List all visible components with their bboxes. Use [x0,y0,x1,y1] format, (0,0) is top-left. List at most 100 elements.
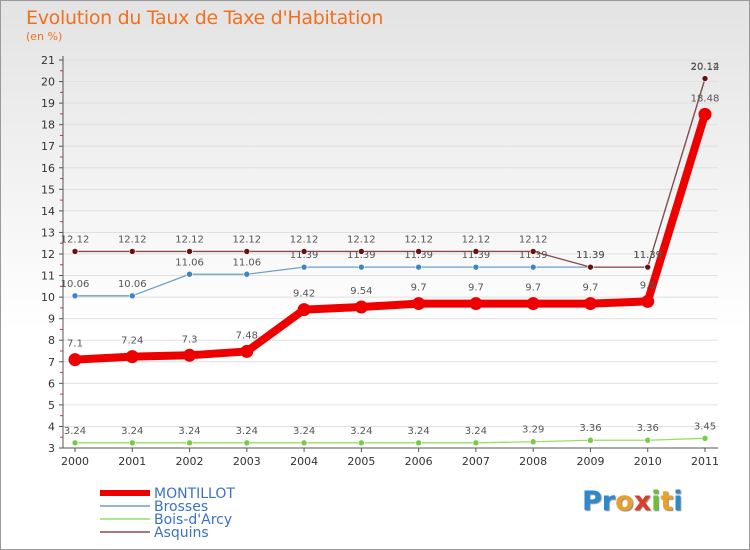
series-lines [68,75,712,447]
data-label-montillot: 9.7 [583,283,599,294]
data-label-montillot: 9.54 [350,286,372,297]
data-point-asquins [300,248,308,255]
data-label-asquins: 12.12 [118,234,147,245]
data-label-asquins: 12.12 [519,234,548,245]
data-label-montillot: 9.7 [411,283,427,294]
x-tick-label: 2004 [290,455,318,468]
data-label-asquins: 12.12 [61,234,90,245]
y-tick-label: 9 [48,313,55,326]
data-label-asquins: 12.12 [462,234,491,245]
data-point-bois-d-arcy [415,439,422,447]
logo-letter: t [660,486,674,517]
data-label-bois-d-arcy: 3.24 [293,426,315,437]
x-tick-label: 2008 [519,455,547,468]
data-label-bois-d-arcy: 3.29 [522,425,544,436]
data-label-bois-d-arcy: 3.24 [121,426,143,437]
data-label-montillot: 9.7 [468,283,484,294]
data-point-montillot [526,297,540,311]
data-labels: 7.1 7.24 7.3 7.48 9.42 9.54 9.7 9.7 9.7 9.7 9.8 18.… [61,62,720,437]
logo-letter: o [615,486,634,517]
axes: 3 4 5 6 7 8 9 10 11 12 13 14 15 16 17 18 19 20 21 2000 2001 2… [41,54,719,468]
data-point-bois-d-arcy [300,439,308,447]
data-label-asquins: 11.39 [576,250,605,261]
y-tick-label: 14 [41,205,55,218]
data-label-brosses: 11.39 [633,250,662,261]
series-line-asquins [74,77,706,268]
x-tick-label: 2002 [176,455,204,468]
data-label-bois-d-arcy: 3.36 [579,423,601,434]
logo-letter: i [651,486,661,517]
data-point-bois-d-arcy [472,439,480,447]
data-label-montillot: 18.48 [691,93,720,104]
y-tick-label: 21 [41,54,55,67]
data-label-brosses: 20.12 [691,62,720,73]
data-label-bois-d-arcy: 3.36 [637,423,659,434]
y-tick-label: 15 [41,183,55,196]
data-point-brosses [529,263,537,271]
data-label-asquins: 12.12 [175,234,204,245]
data-label-montillot: 7.48 [236,330,258,341]
y-tick-label: 19 [41,97,55,110]
data-point-montillot [68,353,82,367]
data-point-montillot [297,303,311,317]
data-point-montillot [183,348,197,362]
data-point-montillot [583,297,597,311]
x-tick-label: 2000 [61,455,89,468]
y-tick-label: 12 [41,248,55,261]
data-point-brosses [128,292,136,300]
logo-letter: x [633,486,652,517]
x-tick-label: 2006 [405,455,433,468]
y-tick-label: 4 [48,420,55,433]
data-point-bois-d-arcy [358,439,365,447]
data-point-montillot [240,344,254,358]
data-point-brosses [186,270,193,278]
data-label-asquins: 12.12 [290,234,319,245]
data-point-bois-d-arcy [701,434,709,442]
data-point-asquins [243,248,251,255]
data-label-montillot: 9.42 [293,289,315,300]
data-label-bois-d-arcy: 3.24 [350,426,372,437]
data-label-brosses: 11.39 [347,250,376,261]
logo-letter: r [601,486,616,517]
data-point-bois-d-arcy [529,438,537,446]
proxiti-logo: Proxiti [582,486,683,517]
data-point-bois-d-arcy [587,436,594,444]
y-tick-label: 18 [41,119,55,132]
data-point-brosses [300,263,308,271]
data-label-bois-d-arcy: 3.24 [64,426,86,437]
x-tick-label: 2003 [233,455,261,468]
data-point-brosses [472,263,480,271]
y-tick-label: 6 [48,377,55,390]
data-point-bois-d-arcy [71,439,79,447]
x-tick-label: 2007 [462,455,490,468]
x-tick-label: 2010 [634,455,662,468]
legend-label-asquins: Asquins [154,525,209,541]
grid [63,59,718,449]
data-label-bois-d-arcy: 3.24 [465,426,487,437]
data-label-brosses: 11.06 [232,257,261,268]
data-point-asquins [186,248,193,255]
data-label-bois-d-arcy: 3.45 [694,421,716,432]
data-label-bois-d-arcy: 3.24 [408,426,430,437]
y-tick-label: 3 [48,442,55,455]
data-label-asquins: 12.12 [404,234,433,245]
data-label-asquins: 11.39 [633,250,662,261]
data-point-bois-d-arcy [128,439,136,447]
y-tick-label: 17 [41,140,55,153]
series-line-brosses [74,78,706,297]
x-tick-label: 2009 [576,455,604,468]
data-point-montillot [412,297,426,311]
data-label-montillot: 9.7 [525,283,541,294]
data-point-asquins [587,263,594,271]
data-point-asquins [644,263,652,271]
y-tick-label: 10 [41,291,55,304]
data-label-bois-d-arcy: 3.24 [236,426,258,437]
data-point-montillot [641,294,655,308]
data-label-montillot: 7.24 [121,336,143,347]
data-point-montillot [354,300,368,314]
data-label-brosses: 11.39 [519,250,548,261]
data-label-brosses: 11.39 [404,250,433,261]
data-point-asquins [128,248,136,255]
data-point-brosses [243,270,251,278]
data-label-brosses: 11.39 [576,250,605,261]
